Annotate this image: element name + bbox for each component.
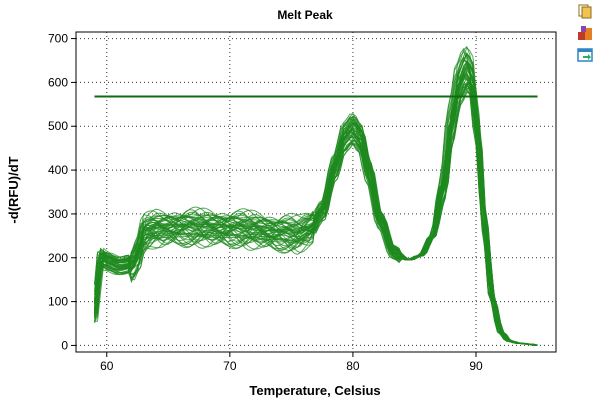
melt-curve	[94, 63, 538, 346]
y-tick-label: 700	[48, 32, 68, 46]
y-tick-label: 200	[48, 251, 68, 265]
axis-ticks: 60 70 80 90 0 100 200 300 400 500 600 700	[48, 32, 483, 373]
refresh-chart-icon[interactable]	[576, 46, 594, 64]
x-tick-label: 90	[469, 359, 483, 373]
chart-toolbar	[576, 2, 596, 68]
y-tick-label: 400	[48, 163, 68, 177]
x-axis-title: Temperature, Celsius	[249, 383, 380, 398]
y-tick-label: 300	[48, 207, 68, 221]
melt-curve	[94, 82, 538, 346]
x-tick-label: 70	[223, 359, 237, 373]
melt-curves	[94, 45, 538, 346]
melt-curve	[94, 56, 538, 346]
melt-curve	[94, 53, 538, 346]
y-tick-label: 0	[61, 338, 68, 352]
copy-icon[interactable]	[576, 2, 594, 20]
x-tick-label: 60	[100, 359, 114, 373]
y-tick-label: 100	[48, 295, 68, 309]
melt-curve	[94, 74, 538, 346]
y-axis-title: -d(RFU)/dT	[6, 156, 21, 223]
plot-area	[75, 31, 557, 353]
y-tick-label: 600	[48, 75, 68, 89]
chart-title: Melt Peak	[277, 8, 333, 22]
melt-curve	[94, 91, 538, 346]
x-tick-label: 80	[346, 359, 360, 373]
y-tick-label: 500	[48, 119, 68, 133]
export-icon[interactable]	[576, 24, 594, 42]
